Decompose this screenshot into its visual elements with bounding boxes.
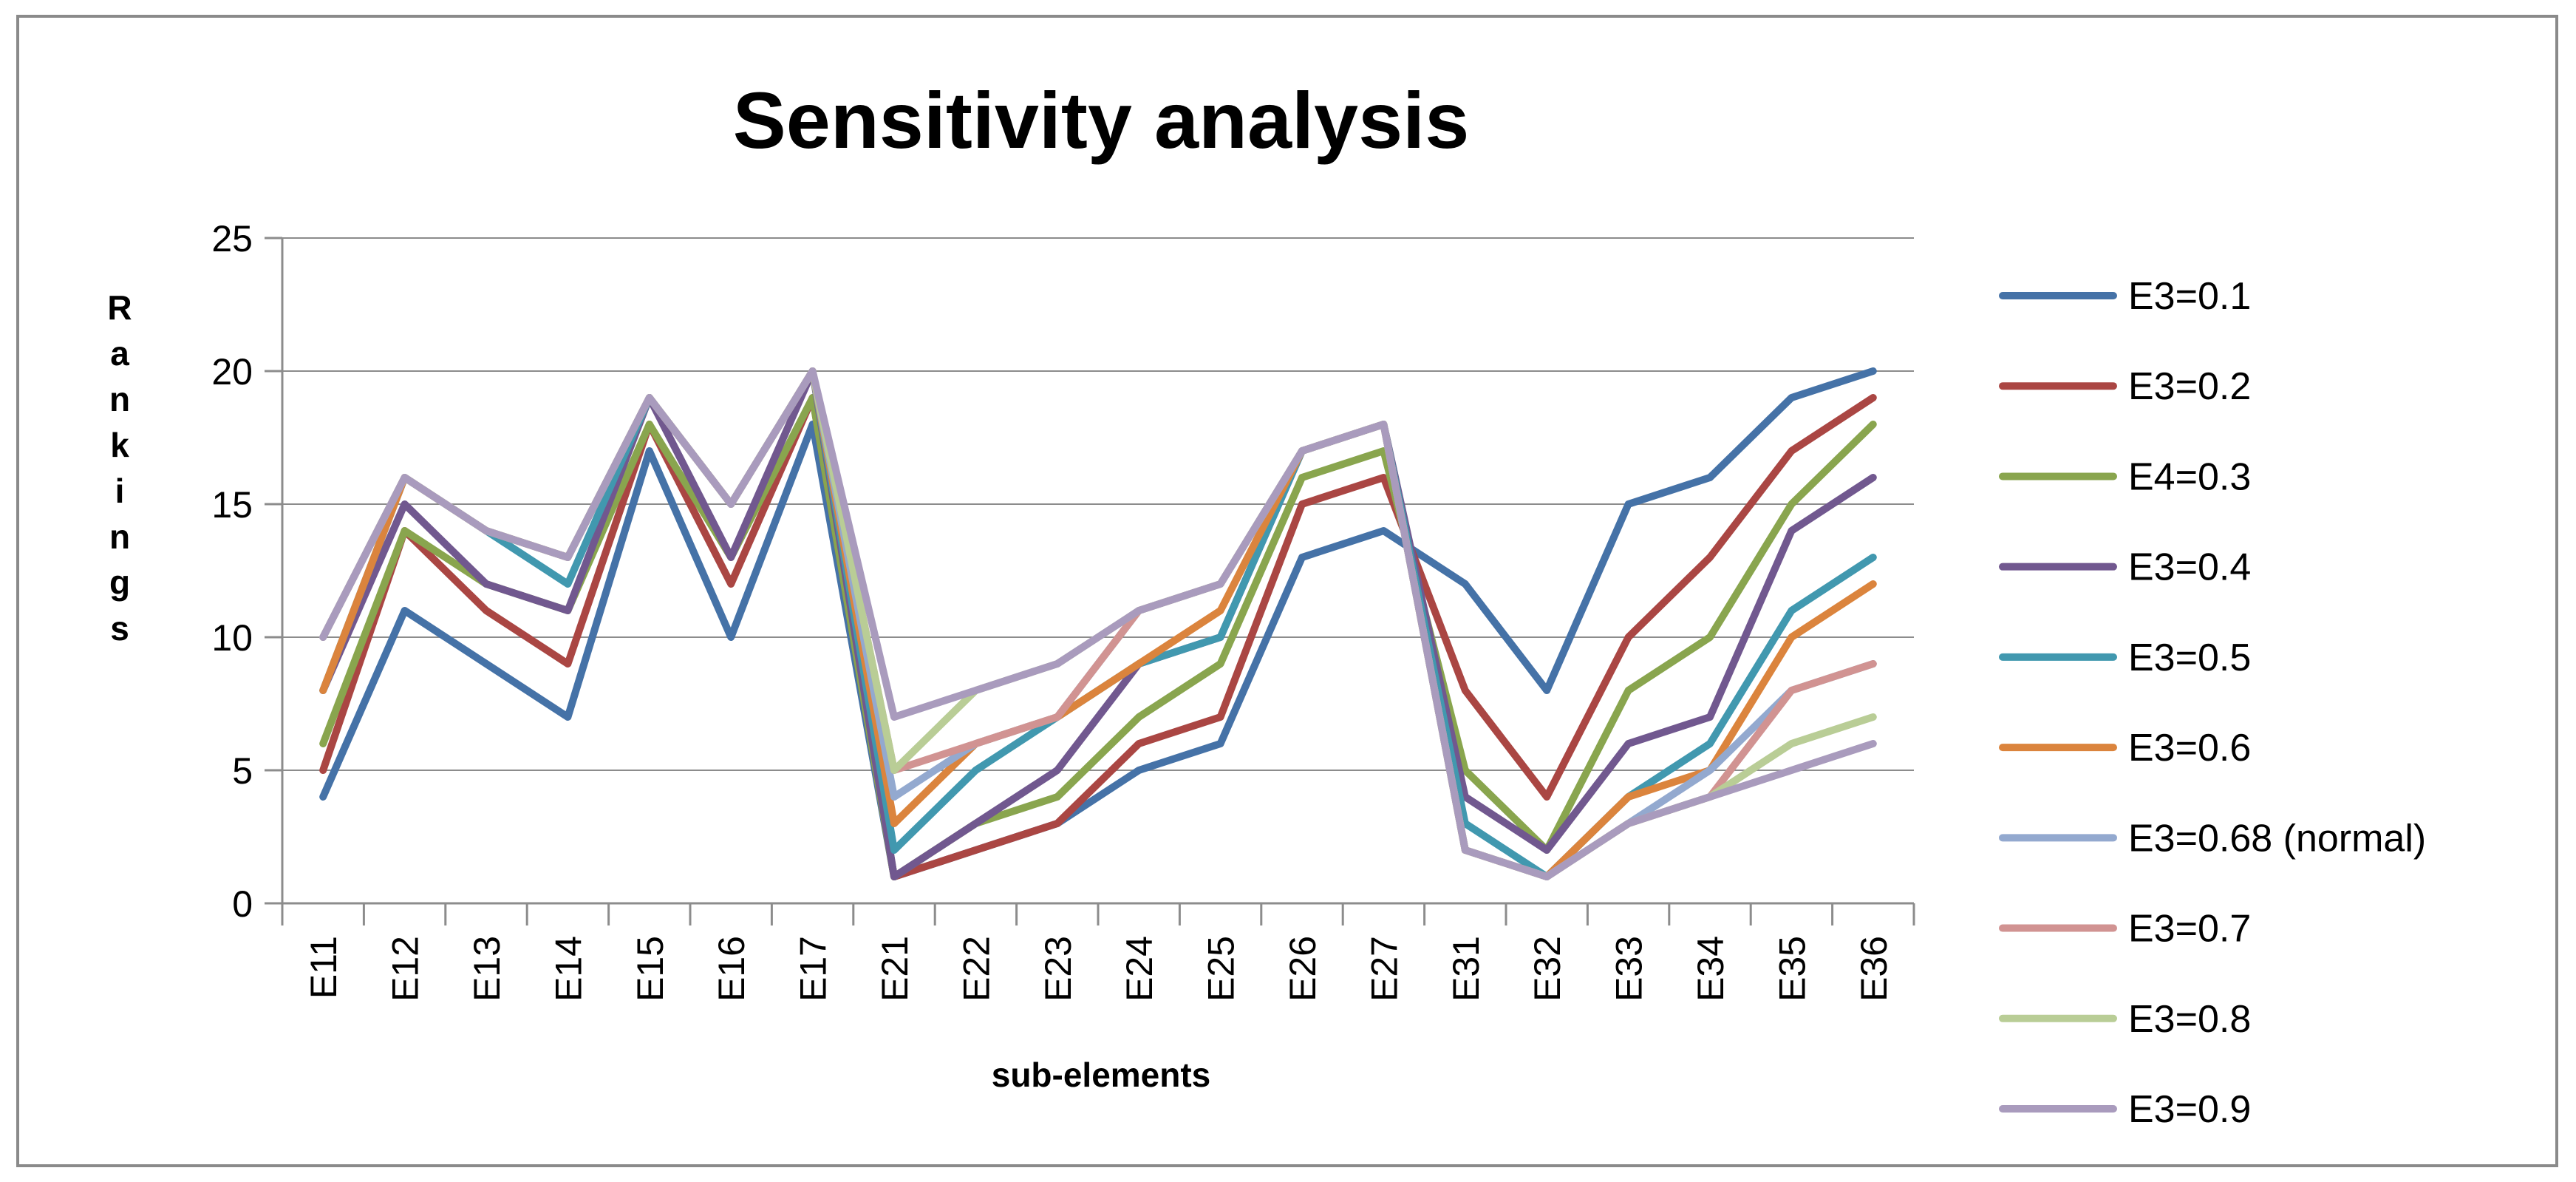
x-tick-label: E32 (1527, 936, 1568, 1002)
x-tick-label: E36 (1853, 936, 1895, 1002)
y-tick-label: 20 (211, 351, 253, 393)
y-tick-labels: 0 5 10 15 20 25 (211, 218, 253, 925)
y-axis-title-letter: a (110, 334, 129, 373)
x-tick-label: E16 (711, 936, 752, 1002)
x-tick-label: E13 (466, 936, 508, 1002)
series-line-10 (319, 367, 1877, 880)
legend-label: E3=0.4 (2128, 546, 2251, 589)
y-axis-title-letter: n (109, 380, 130, 418)
x-tick-label: E35 (1771, 936, 1813, 1002)
x-axis-title: sub-elements (992, 1056, 1211, 1094)
x-tick-label: E22 (955, 936, 997, 1002)
legend-label: E3=0.68 (normal) (2128, 817, 2426, 860)
series-lines (319, 367, 1877, 880)
series-line-2 (319, 394, 1877, 880)
x-tick-label: E33 (1609, 936, 1650, 1002)
legend-label: E3=0.1 (2128, 275, 2251, 318)
x-tick-label: E12 (385, 936, 426, 1002)
y-tick-label: 0 (232, 883, 253, 925)
x-tick-label: E34 (1690, 936, 1731, 1002)
y-axis-title-letter: s (110, 609, 129, 648)
y-tick-label: 25 (211, 218, 253, 259)
y-axis-title-letter: g (109, 563, 130, 602)
x-tick-label: E31 (1445, 936, 1487, 1002)
x-tick-labels: E11 E12 E13 E14 E15 E16 E17 E21 E22 E23 E24 E25 E26 E… (303, 936, 1895, 1002)
legend-label: E3=0.8 (2128, 998, 2251, 1041)
series-line-1 (319, 367, 1877, 880)
legend: E3=0.1 E3=0.2 E4=0.3 E3=0.4 E3=0.5 E3=0.6 E3=0… (1999, 275, 2426, 1131)
x-tick-label: E23 (1037, 936, 1079, 1002)
x-tick-label: E26 (1282, 936, 1323, 1002)
chart-title: Sensitivity analysis (733, 75, 1470, 165)
x-tick-label: E25 (1201, 936, 1242, 1002)
x-tick-label: E11 (303, 936, 344, 999)
legend-label: E4=0.3 (2128, 455, 2251, 498)
axes (265, 237, 1915, 925)
legend-label: E3=0.2 (2128, 365, 2251, 408)
y-axis-title-letter: k (110, 426, 129, 464)
legend-label: E3=0.5 (2128, 636, 2251, 679)
series-line-4 (319, 367, 1877, 880)
y-axis-title-letter: i (115, 472, 125, 510)
x-tick-label: E14 (548, 936, 589, 1002)
legend-label: E3=0.7 (2128, 908, 2251, 951)
legend-label: E3=0.9 (2128, 1088, 2251, 1131)
x-tick-label: E27 (1363, 936, 1405, 1002)
x-tick-label: E21 (874, 936, 916, 1002)
x-tick-label: E17 (793, 936, 834, 1002)
y-axis-title-letter: R (107, 288, 132, 327)
y-tick-label: 15 (211, 484, 253, 526)
y-axis-title-letter: n (109, 517, 130, 556)
y-tick-label: 5 (232, 750, 253, 792)
y-tick-label: 10 (211, 617, 253, 659)
x-tick-label: E24 (1119, 936, 1160, 1002)
legend-label: E3=0.6 (2128, 727, 2251, 770)
x-tick-label: E15 (630, 936, 671, 1002)
